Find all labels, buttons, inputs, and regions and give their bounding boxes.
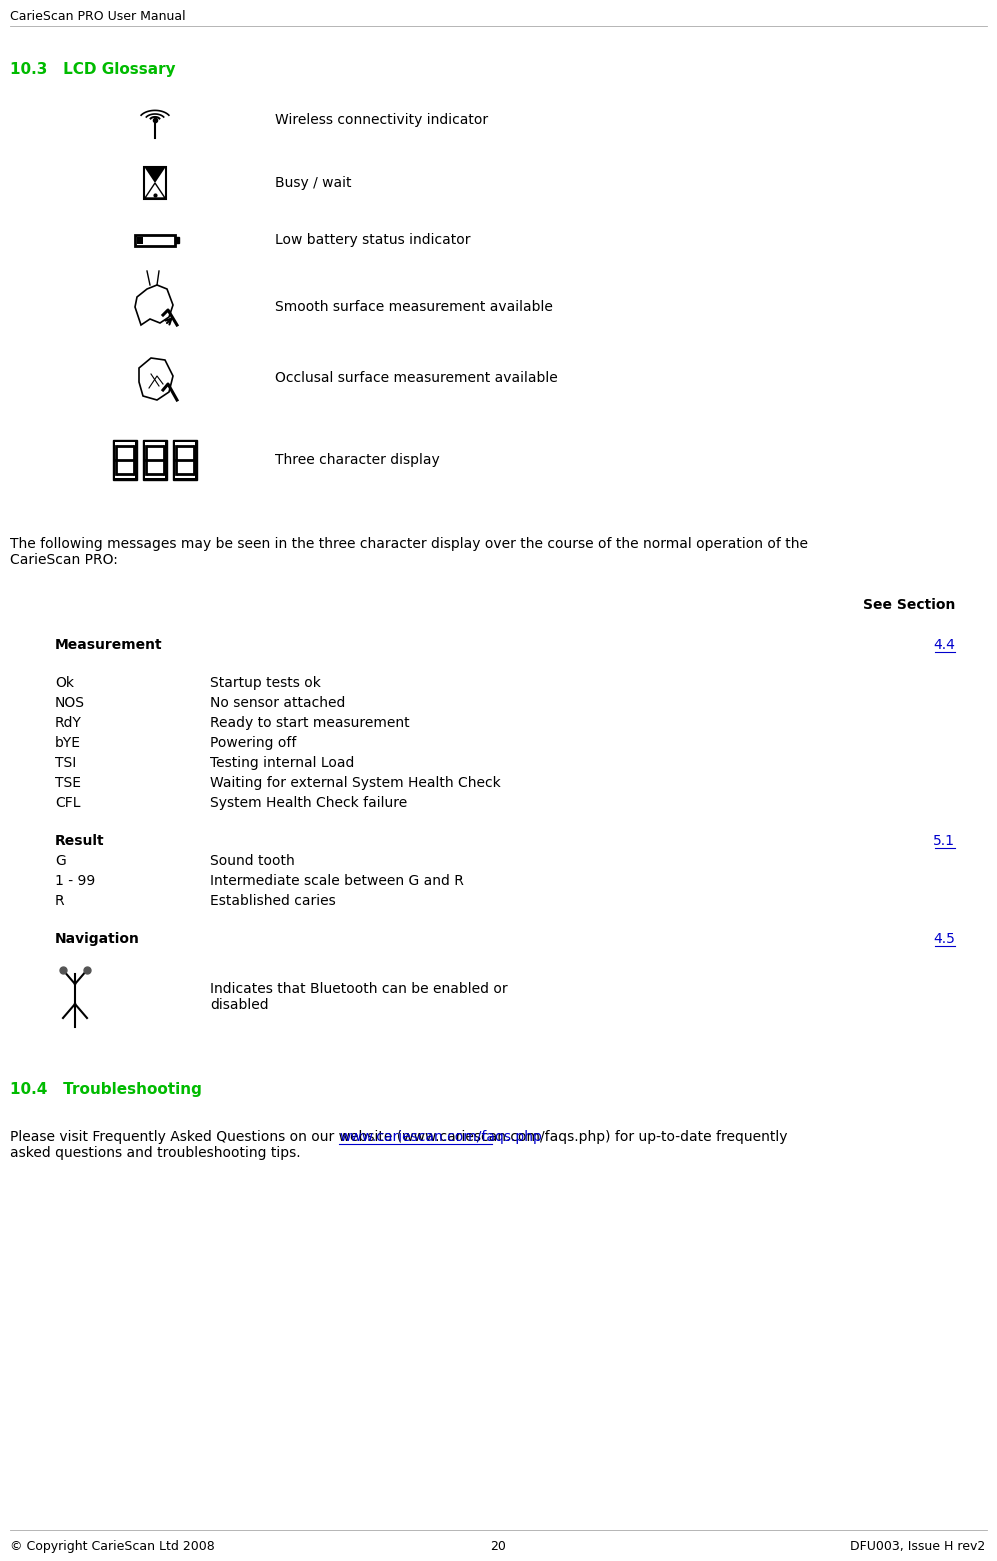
Text: Low battery status indicator: Low battery status indicator: [275, 233, 471, 247]
Text: Powering off: Powering off: [210, 735, 296, 749]
Text: Measurement: Measurement: [55, 638, 163, 652]
Bar: [137, 237, 143, 244]
Text: 5.1: 5.1: [933, 834, 955, 848]
Text: System Health Check failure: System Health Check failure: [210, 796, 407, 810]
Text: TSI: TSI: [55, 756, 76, 770]
Text: 1 - 99: 1 - 99: [55, 874, 96, 888]
Text: Result: Result: [55, 834, 105, 848]
Text: Three character display: Three character display: [275, 453, 440, 467]
Text: Navigation: Navigation: [55, 932, 140, 946]
Polygon shape: [135, 286, 173, 325]
Text: Startup tests ok: Startup tests ok: [210, 676, 321, 690]
Text: DFU003, Issue H rev2: DFU003, Issue H rev2: [849, 1541, 985, 1553]
Text: TSE: TSE: [55, 776, 81, 790]
Polygon shape: [145, 169, 165, 183]
Text: 10.4   Troubleshooting: 10.4 Troubleshooting: [10, 1082, 201, 1097]
Bar: [144, 167, 166, 198]
Bar: [175, 442, 195, 478]
Bar: [113, 440, 137, 479]
Text: Established caries: Established caries: [210, 894, 336, 909]
Text: Intermediate scale between G and R: Intermediate scale between G and R: [210, 874, 464, 888]
Text: NOS: NOS: [55, 696, 85, 710]
Bar: [145, 442, 165, 478]
Text: 4.5: 4.5: [933, 932, 955, 946]
Text: 4.4: 4.4: [933, 638, 955, 652]
Polygon shape: [139, 357, 173, 400]
Text: RdY: RdY: [55, 716, 82, 731]
Text: The following messages may be seen in the three character display over the cours: The following messages may be seen in th…: [10, 537, 808, 567]
Text: Occlusal surface measurement available: Occlusal surface measurement available: [275, 372, 557, 386]
Text: Wireless connectivity indicator: Wireless connectivity indicator: [275, 112, 489, 126]
Text: Busy / wait: Busy / wait: [275, 176, 352, 190]
Text: Smooth surface measurement available: Smooth surface measurement available: [275, 300, 553, 314]
Text: Waiting for external System Health Check: Waiting for external System Health Check: [210, 776, 500, 790]
Text: See Section: See Section: [862, 598, 955, 612]
Bar: [143, 440, 167, 479]
Text: G: G: [55, 854, 66, 868]
Bar: [135, 234, 175, 245]
Text: www.cariescan.com/faqs.php: www.cariescan.com/faqs.php: [339, 1130, 542, 1144]
Polygon shape: [145, 183, 165, 198]
Text: No sensor attached: No sensor attached: [210, 696, 345, 710]
Text: Ok: Ok: [55, 676, 74, 690]
Text: © Copyright CarieScan Ltd 2008: © Copyright CarieScan Ltd 2008: [10, 1541, 214, 1553]
Text: 20: 20: [491, 1541, 505, 1553]
Text: bYE: bYE: [55, 735, 81, 749]
Bar: [175, 237, 179, 244]
Text: R: R: [55, 894, 65, 909]
Bar: [173, 440, 197, 479]
Text: Please visit Frequently Asked Questions on our website (www.cariescan.com/faqs.p: Please visit Frequently Asked Questions …: [10, 1130, 788, 1160]
Text: Testing internal Load: Testing internal Load: [210, 756, 354, 770]
Text: CarieScan PRO User Manual: CarieScan PRO User Manual: [10, 9, 185, 23]
Text: CFL: CFL: [55, 796, 81, 810]
Text: Sound tooth: Sound tooth: [210, 854, 295, 868]
Text: Ready to start measurement: Ready to start measurement: [210, 716, 410, 731]
Text: 10.3   LCD Glossary: 10.3 LCD Glossary: [10, 62, 175, 76]
Text: Indicates that Bluetooth can be enabled or
disabled: Indicates that Bluetooth can be enabled …: [210, 982, 507, 1012]
Bar: [115, 442, 135, 478]
